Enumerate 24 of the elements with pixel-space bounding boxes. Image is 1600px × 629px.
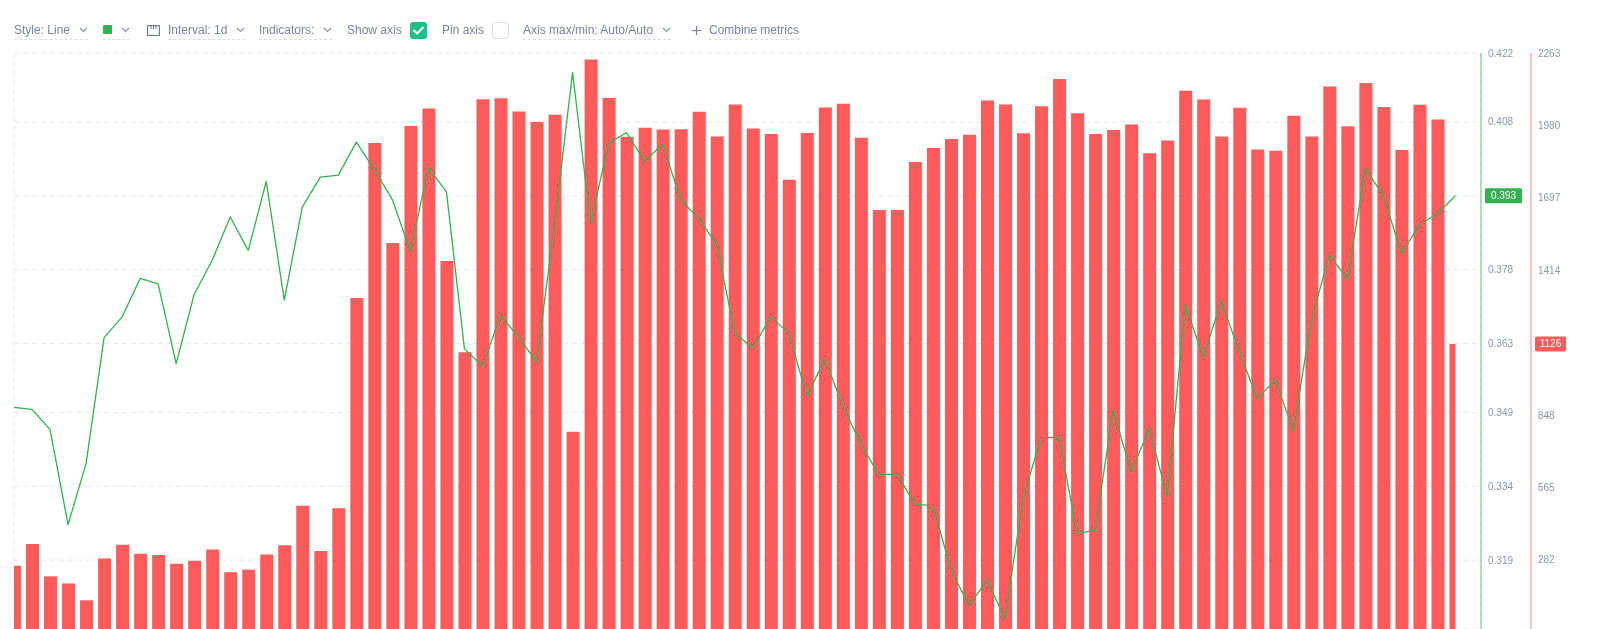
y2-tick-label: 1126 xyxy=(1539,338,1562,350)
text: Show axis xyxy=(347,22,402,38)
y-tick-label: 0.393 xyxy=(1490,190,1517,202)
y2-tick-label: 1980 xyxy=(1538,119,1561,131)
text: Style: Line xyxy=(14,21,71,38)
y-tick-label: 0.378 xyxy=(1488,264,1514,276)
y-tick-label: 0.363 xyxy=(1488,337,1514,349)
y2-tick-label: 565 xyxy=(1538,481,1556,493)
text: Indicators: xyxy=(259,21,315,38)
y2-tick-label: 1414 xyxy=(1538,264,1561,276)
y2-tick-label: 2263 xyxy=(1538,47,1561,59)
text: Combine metrics xyxy=(709,21,800,38)
line-series xyxy=(14,72,1456,620)
y-tick-label: 0.319 xyxy=(1488,554,1514,566)
y2-tick-label: 282 xyxy=(1538,554,1556,566)
text: Axis max/min: Auto/Auto xyxy=(523,21,654,38)
y2-tick-label: 848 xyxy=(1538,409,1556,421)
y-tick-label: 0.408 xyxy=(1488,116,1514,128)
y-tick-label: 0.334 xyxy=(1488,480,1514,492)
y2-tick-label: 1697 xyxy=(1538,192,1561,204)
y-tick-label: 0.422 xyxy=(1488,47,1514,59)
text: Pin axis xyxy=(442,22,485,38)
y-tick-label: 0.349 xyxy=(1488,406,1514,418)
text: Interval: 1d xyxy=(168,21,228,38)
